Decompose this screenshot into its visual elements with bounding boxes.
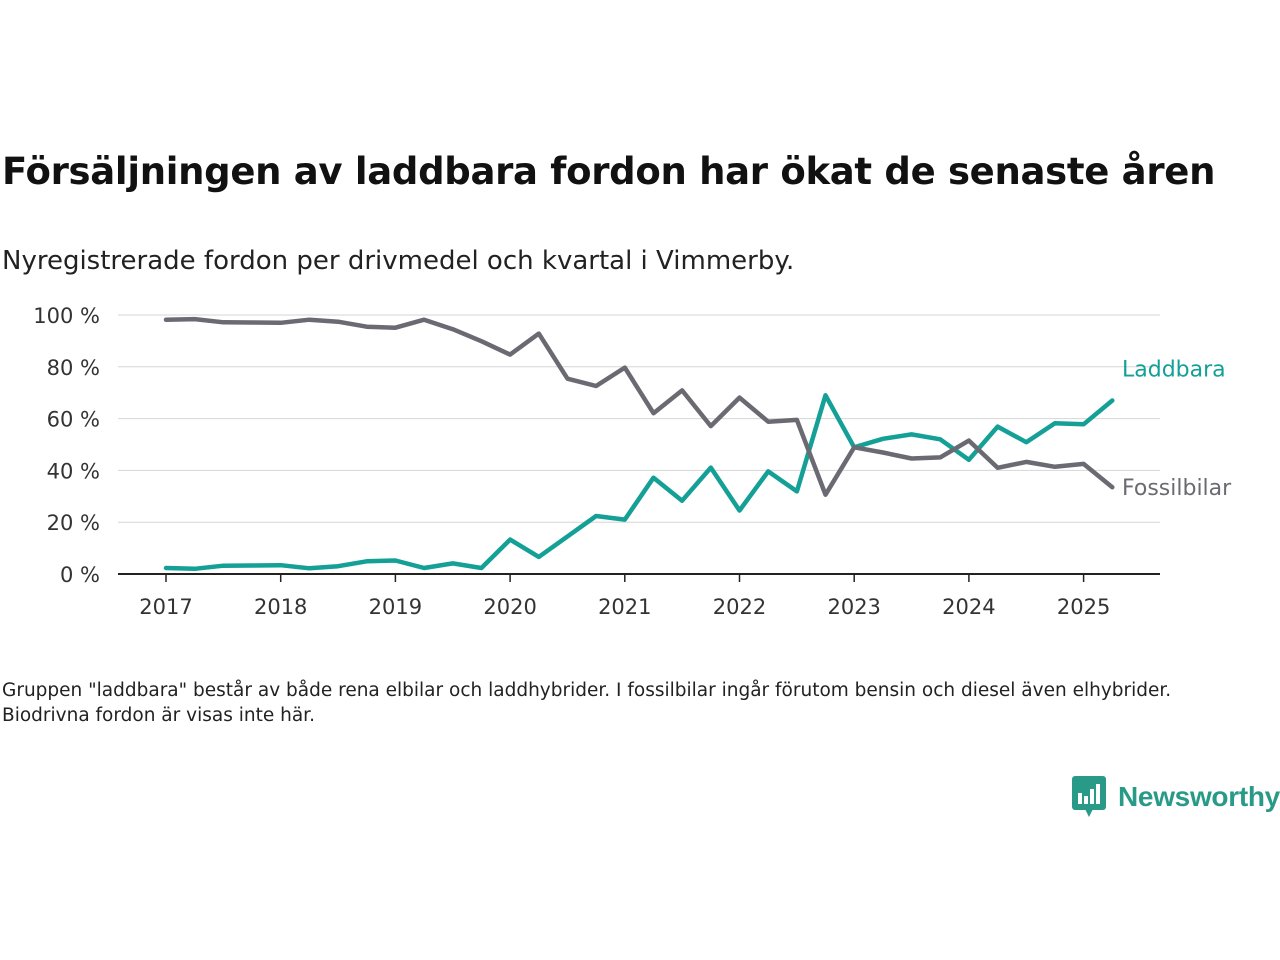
y-tick-label: 60 % xyxy=(47,408,100,432)
bar-chart-speech-bubble-icon xyxy=(1072,776,1106,817)
chart-title: Försäljningen av laddbara fordon har öka… xyxy=(2,150,1216,193)
chart-subtitle: Nyregistrerade fordon per drivmedel och … xyxy=(2,246,795,276)
x-tick-label: 2025 xyxy=(1057,595,1110,619)
x-tick-label: 2023 xyxy=(827,595,880,619)
y-tick-label: 80 % xyxy=(47,356,100,380)
series-line-laddbara xyxy=(163,393,1115,572)
line-chart: 0 % 20 % 40 % 60 % 80 % 100 % 2017 2018 2019 2020… xyxy=(33,304,1232,619)
y-tick-label: 0 % xyxy=(60,563,100,587)
x-tick-label: 2019 xyxy=(369,595,422,619)
x-tick-label: 2017 xyxy=(139,595,192,619)
x-tick-label: 2021 xyxy=(598,595,651,619)
footnote: Gruppen "laddbara" består av både rena e… xyxy=(2,680,1172,726)
series-label-fossilbilar: Fossilbilar xyxy=(1122,476,1232,501)
newsworthy-logo: Newsworthy xyxy=(1072,776,1280,818)
x-tick-label: 2018 xyxy=(254,595,307,619)
x-tick-label: 2020 xyxy=(483,595,536,619)
y-tick-label: 100 % xyxy=(33,304,100,328)
y-tick-label: 40 % xyxy=(47,459,100,483)
x-tick-label: 2022 xyxy=(713,595,766,619)
brand-name: Newsworthy xyxy=(1118,781,1280,812)
series-label-laddbara: Laddbara xyxy=(1122,357,1226,382)
y-tick-label: 20 % xyxy=(47,511,100,535)
x-tick-label: 2024 xyxy=(942,595,995,619)
series-line-fossilbilar xyxy=(163,316,1115,497)
